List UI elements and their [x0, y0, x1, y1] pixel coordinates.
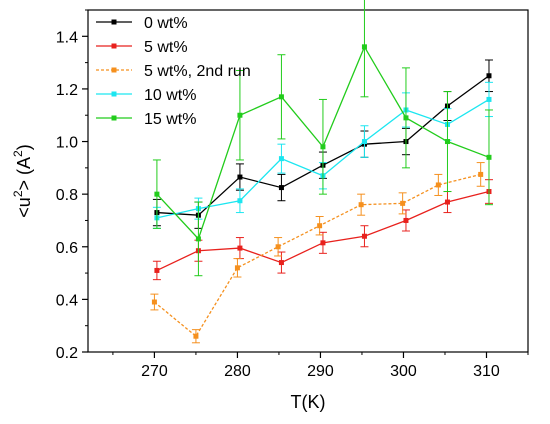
data-point — [278, 260, 284, 266]
data-point — [361, 233, 367, 239]
y-axis: 0.2 0.4 0.6 0.8 1.0 1.2 1.4 — [56, 9, 88, 362]
y-axis-label-sup: 2 — [11, 150, 25, 157]
legend-label: 10 wt% — [144, 87, 196, 104]
legend-label: 5 wt%, 2nd run — [144, 63, 251, 80]
legend-swatch-marker — [111, 67, 117, 73]
x-tick-label: 290 — [307, 363, 334, 380]
y-tick-label: 1.4 — [56, 29, 78, 46]
legend-label: 5 wt% — [144, 39, 188, 56]
data-point — [403, 115, 409, 121]
data-point — [320, 144, 326, 150]
data-point — [317, 223, 323, 229]
legend-item: 15 wt% — [96, 111, 196, 128]
series — [152, 179, 493, 281]
data-point — [478, 171, 484, 177]
series-line — [156, 190, 490, 272]
data-point — [234, 265, 240, 271]
data-point — [154, 267, 160, 273]
data-point — [361, 139, 367, 145]
data-point — [237, 198, 243, 204]
legend-swatch-marker — [111, 91, 117, 97]
y-tick-label: 0.6 — [56, 240, 78, 257]
legend-item: 10 wt% — [96, 87, 196, 104]
legend-item: 0 wt% — [96, 15, 188, 32]
x-axis: 270 280 290 300 310 — [112, 352, 529, 380]
data-point — [320, 240, 326, 246]
legend-item: 5 wt% — [96, 39, 188, 56]
series — [152, 0, 493, 277]
y-axis-label-part: <u — [14, 197, 34, 218]
x-tick-label: 270 — [141, 363, 168, 380]
plot-area: 270 280 290 300 310 0.2 0.4 0.6 0.8 1.0 1.2 1.4 — [56, 0, 529, 380]
data-point — [486, 73, 492, 79]
legend: 0 wt% 5 wt% 5 wt%, 2nd run 10 wt% 15 wt% — [96, 15, 251, 128]
data-point — [151, 299, 157, 305]
y-tick-label: 0.8 — [56, 187, 78, 204]
legend-label: 15 wt% — [144, 111, 196, 128]
data-point — [193, 333, 199, 339]
y-tick-label: 0.4 — [56, 292, 78, 309]
data-point — [358, 202, 364, 208]
data-point — [486, 154, 492, 160]
data-point — [361, 44, 367, 50]
legend-label: 0 wt% — [144, 15, 188, 32]
x-tick-label: 310 — [473, 363, 500, 380]
data-point — [400, 200, 406, 206]
y-tick-label: 1.0 — [56, 135, 78, 152]
data-point — [154, 191, 160, 197]
series-layer — [150, 0, 493, 344]
data-point — [444, 139, 450, 145]
data-point — [195, 236, 201, 242]
data-point — [444, 199, 450, 205]
data-point — [237, 174, 243, 180]
y-axis-label-part: > (A — [14, 157, 34, 191]
legend-swatch-marker — [111, 115, 117, 121]
plot-frame — [87, 9, 529, 353]
data-point — [237, 112, 243, 118]
legend-swatch-marker — [111, 19, 117, 25]
y-tick-label: 0.2 — [56, 345, 78, 362]
legend-item: 5 wt%, 2nd run — [96, 63, 251, 80]
y-axis-label: <u2> (A2) — [11, 144, 34, 217]
legend-swatch-marker — [111, 43, 117, 49]
series-line — [154, 173, 481, 338]
data-point — [275, 244, 281, 250]
data-point — [403, 217, 409, 223]
data-point — [486, 96, 492, 102]
series — [150, 162, 485, 344]
data-point — [237, 245, 243, 251]
data-point — [435, 182, 441, 188]
y-tick-label: 1.2 — [56, 82, 78, 99]
data-point — [278, 156, 284, 162]
x-tick-label: 280 — [224, 363, 251, 380]
data-point — [278, 185, 284, 191]
y-axis-label-sup: 2 — [11, 190, 25, 197]
x-tick-label: 300 — [390, 363, 417, 380]
y-axis-label-part: ) — [14, 144, 34, 150]
x-axis-label: T(K) — [291, 392, 326, 412]
data-point — [278, 94, 284, 100]
